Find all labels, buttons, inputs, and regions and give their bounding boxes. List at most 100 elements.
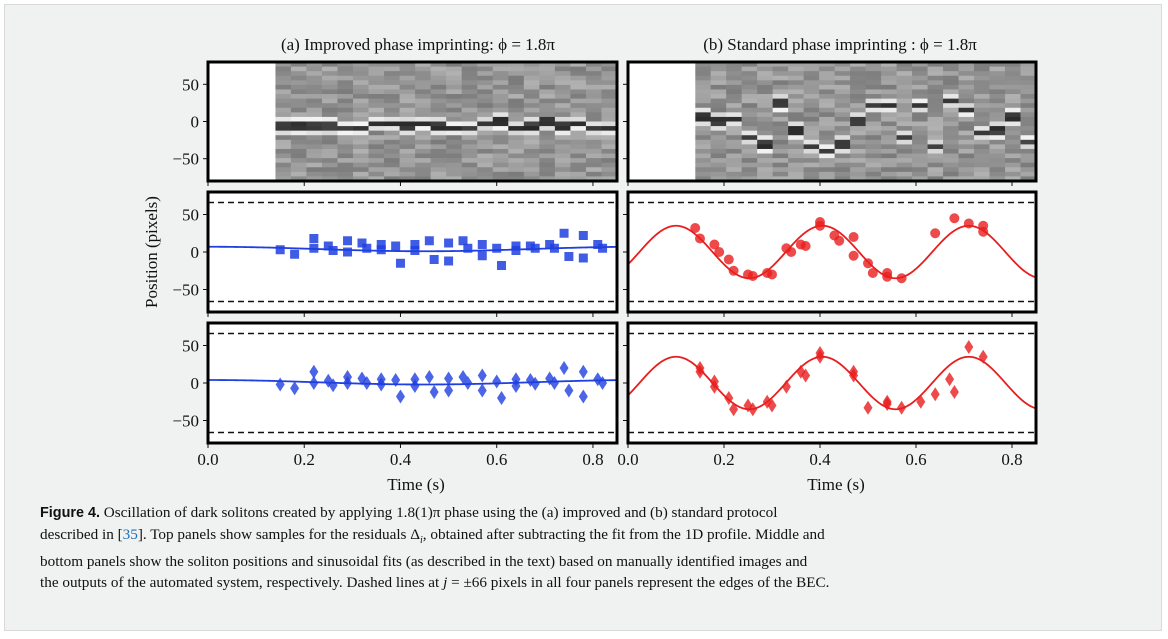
heatmap-cell <box>912 130 929 136</box>
heatmap-cell <box>989 107 1006 113</box>
heatmap-cell <box>819 71 836 77</box>
heatmap-cell <box>974 126 991 132</box>
heatmap-cell <box>695 107 712 113</box>
heatmap-cell <box>943 176 960 182</box>
heatmap-cell <box>772 112 789 118</box>
heatmap-cell <box>989 130 1006 136</box>
heatmap-cell <box>508 94 525 100</box>
data-point <box>362 376 372 390</box>
heatmap-cell <box>710 94 727 100</box>
heatmap-cell <box>384 71 401 77</box>
heatmap-cell <box>321 98 339 104</box>
heatmap-cell <box>757 98 774 104</box>
data-point <box>530 243 540 253</box>
data-point <box>747 271 758 281</box>
data-point <box>357 238 367 248</box>
heatmap-cell <box>523 80 540 86</box>
heatmap-cell <box>275 94 292 100</box>
heatmap-cell <box>306 144 323 150</box>
heatmap-cell <box>384 112 401 118</box>
heatmap-cell <box>710 148 727 155</box>
heatmap-cell <box>539 75 556 81</box>
heatmap-cell <box>321 130 339 136</box>
heatmap-cell <box>523 171 540 178</box>
heatmap-cell <box>492 162 509 168</box>
heatmap-cell <box>585 75 603 81</box>
heatmap-cell <box>353 94 370 100</box>
heatmap-cell <box>368 75 385 81</box>
heatmap-cell <box>321 121 339 127</box>
heatmap-cell <box>337 153 354 159</box>
heatmap-cell <box>927 171 944 178</box>
heatmap-cell <box>741 162 758 168</box>
data-point <box>598 243 608 253</box>
heatmap-cell <box>989 121 1006 127</box>
heatmap-cell <box>321 94 339 100</box>
heatmap-cell <box>788 158 805 164</box>
x-axis-label-a: Time (s) <box>387 475 444 494</box>
heatmap-cell <box>306 135 323 141</box>
heatmap-cell <box>446 116 463 123</box>
heatmap-cell <box>585 66 603 72</box>
heatmap-cell <box>477 62 494 68</box>
heatmap-cell <box>523 107 540 113</box>
data-point <box>410 240 420 249</box>
heatmap-cell <box>865 71 882 77</box>
heatmap-cell <box>927 144 944 150</box>
heatmap-cell <box>446 75 463 81</box>
data-point <box>695 364 705 379</box>
y-tick-label: 0 <box>191 113 200 132</box>
data-point <box>530 376 540 391</box>
heatmap-cell <box>539 62 556 68</box>
heatmap-cell <box>508 80 525 86</box>
heatmap-cell <box>585 130 603 136</box>
heatmap-cell <box>741 158 758 164</box>
heatmap-cell <box>477 103 494 109</box>
heatmap-cell <box>554 126 572 132</box>
heatmap-cell <box>803 153 820 159</box>
heatmap-cell <box>477 112 494 118</box>
heatmap-cell <box>477 162 494 168</box>
heatmap-cell <box>1020 75 1037 81</box>
heatmap-cell <box>757 89 774 95</box>
data-point <box>511 246 521 255</box>
heatmap-cell <box>446 103 463 109</box>
heatmap-cell <box>896 148 913 155</box>
heatmap-cell <box>757 80 774 86</box>
data-point <box>309 234 319 243</box>
heatmap-cell <box>834 112 851 118</box>
heatmap-cell <box>384 153 401 159</box>
heatmap-cell <box>492 153 509 159</box>
heatmap-cell <box>989 153 1006 159</box>
heatmap-cell <box>834 126 851 132</box>
heatmap-cell <box>554 71 572 77</box>
heatmap-cell <box>523 98 540 104</box>
heatmap-cell <box>834 107 851 113</box>
heatmap-cell <box>492 80 509 86</box>
heatmap-cell <box>601 84 618 91</box>
heatmap-cell <box>927 121 944 127</box>
heatmap-cell <box>834 75 851 81</box>
heatmap-cell <box>710 121 727 127</box>
heatmap-cell <box>819 107 836 113</box>
citation-link[interactable]: 35 <box>122 526 138 543</box>
heatmap-cell <box>757 158 774 164</box>
heatmap-cell <box>695 66 712 72</box>
data-point <box>949 213 960 224</box>
heatmap-cell <box>399 116 416 123</box>
heatmap-cell <box>384 103 401 109</box>
heatmap-cell <box>430 148 447 155</box>
heatmap-cell <box>819 75 836 81</box>
heatmap-cell <box>710 176 727 182</box>
panel-frame-b-middle <box>626 190 1038 314</box>
data-point <box>593 240 603 249</box>
heatmap-cell <box>881 176 898 182</box>
heatmap-cell <box>850 176 867 182</box>
heatmap-cell <box>788 116 805 123</box>
x-tick-label: 0.4 <box>390 450 412 469</box>
heatmap-cell <box>321 112 339 118</box>
heatmap-cell <box>477 171 494 178</box>
heatmap-cell <box>958 158 975 164</box>
heatmap-cell <box>881 66 898 72</box>
heatmap-cell <box>695 116 712 123</box>
